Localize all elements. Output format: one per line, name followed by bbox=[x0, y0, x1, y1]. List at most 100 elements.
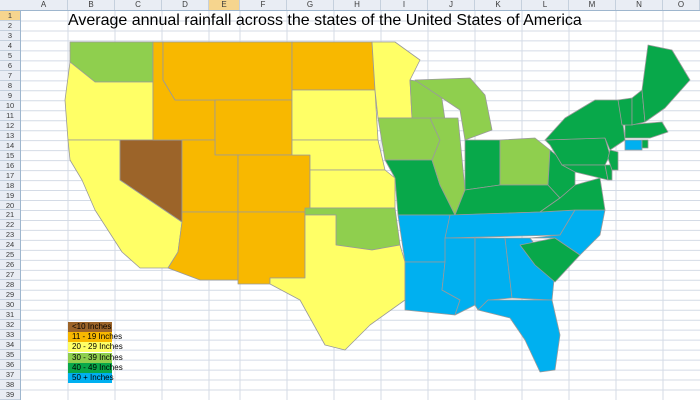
state-massachusetts[interactable] bbox=[624, 121, 669, 139]
row-header-16[interactable]: 16 bbox=[0, 161, 20, 171]
legend-item: 20 - 29 Inches bbox=[68, 342, 123, 353]
state-connecticut[interactable] bbox=[624, 139, 643, 151]
state-arkansas[interactable] bbox=[397, 214, 451, 263]
legend-item: 50 + Inches bbox=[68, 372, 114, 383]
state-michigan[interactable] bbox=[414, 77, 493, 141]
row-header-13[interactable]: 13 bbox=[0, 131, 20, 141]
state-iowa[interactable] bbox=[377, 117, 441, 161]
column-header-h[interactable]: H bbox=[334, 0, 381, 10]
state-georgia[interactable] bbox=[504, 237, 556, 301]
state-colorado[interactable] bbox=[237, 154, 311, 213]
row-header-10[interactable]: 10 bbox=[0, 101, 20, 111]
legend-label: 20 - 29 Inches bbox=[72, 342, 123, 352]
column-header-d[interactable]: D bbox=[162, 0, 209, 10]
row-header-18[interactable]: 18 bbox=[0, 181, 20, 191]
legend-item: 40 - 49 Inches bbox=[68, 362, 123, 373]
column-header-e[interactable]: E bbox=[209, 0, 240, 10]
row-header-5[interactable]: 5 bbox=[0, 51, 20, 61]
state-wyoming[interactable] bbox=[214, 99, 293, 156]
row-header-36[interactable]: 36 bbox=[0, 360, 20, 371]
row-header-31[interactable]: 31 bbox=[0, 310, 20, 321]
state-new-mexico[interactable] bbox=[237, 211, 306, 285]
row-header-35[interactable]: 35 bbox=[0, 350, 20, 361]
row-header-24[interactable]: 24 bbox=[0, 240, 20, 251]
state-illinois[interactable] bbox=[429, 117, 466, 216]
state-maine[interactable] bbox=[641, 44, 691, 123]
rainfall-legend: <10 Inches 11 - 19 Inches 20 - 29 Inches 30… bbox=[68, 322, 123, 383]
row-header-12[interactable]: 12 bbox=[0, 121, 20, 131]
row-header-15[interactable]: 15 bbox=[0, 151, 20, 161]
state-kansas[interactable] bbox=[309, 169, 396, 209]
legend-item: 11 - 19 Inches bbox=[68, 332, 122, 343]
row-header-3[interactable]: 3 bbox=[0, 31, 20, 41]
row-header-bar: 1 2 3 4 5 6 7 8 9 10 11 12 13 14 15 16 17 18 19 20 21 22 23 24 2… bbox=[0, 11, 21, 400]
row-header-29[interactable]: 29 bbox=[0, 290, 20, 301]
column-header-l[interactable]: L bbox=[522, 0, 569, 10]
states-layer bbox=[64, 41, 691, 373]
column-header-g[interactable]: G bbox=[287, 0, 334, 10]
state-ohio[interactable] bbox=[499, 137, 551, 186]
row-header-9[interactable]: 9 bbox=[0, 91, 20, 101]
row-header-38[interactable]: 38 bbox=[0, 380, 20, 391]
legend-item: 30 - 39 Inches bbox=[68, 352, 123, 363]
column-header-j[interactable]: J bbox=[428, 0, 475, 10]
row-header-19[interactable]: 19 bbox=[0, 191, 20, 201]
legend-label: <10 Inches bbox=[72, 322, 112, 331]
column-header-b[interactable]: B bbox=[68, 0, 115, 10]
column-header-i[interactable]: I bbox=[381, 0, 428, 10]
row-header-33[interactable]: 33 bbox=[0, 330, 20, 341]
legend-swatch bbox=[68, 342, 112, 353]
row-header-4[interactable]: 4 bbox=[0, 41, 20, 51]
legend-label: 30 - 39 Inches bbox=[72, 352, 123, 362]
row-header-20[interactable]: 20 bbox=[0, 201, 20, 211]
column-header-f[interactable]: F bbox=[240, 0, 287, 10]
column-header-k[interactable]: K bbox=[475, 0, 522, 10]
row-header-1[interactable]: 1 bbox=[0, 11, 20, 21]
row-header-25[interactable]: 25 bbox=[0, 250, 20, 261]
row-header-26[interactable]: 26 bbox=[0, 260, 20, 271]
state-rhode-island[interactable] bbox=[641, 139, 649, 149]
state-florida[interactable] bbox=[477, 299, 561, 373]
page-title: Average annual rainfall across the state… bbox=[68, 12, 582, 29]
row-header-11[interactable]: 11 bbox=[0, 111, 20, 121]
row-header-28[interactable]: 28 bbox=[0, 280, 20, 291]
row-header-30[interactable]: 30 bbox=[0, 300, 20, 311]
legend-label: 50 + Inches bbox=[72, 372, 114, 382]
row-header-27[interactable]: 27 bbox=[0, 270, 20, 281]
row-header-23[interactable]: 23 bbox=[0, 230, 20, 241]
state-tennessee[interactable] bbox=[444, 209, 576, 239]
row-header-22[interactable]: 22 bbox=[0, 220, 20, 231]
state-delaware[interactable] bbox=[604, 164, 613, 181]
legend-swatch bbox=[68, 362, 112, 373]
row-header-21[interactable]: 21 bbox=[0, 210, 20, 221]
row-header-17[interactable]: 17 bbox=[0, 171, 20, 181]
state-new-jersey[interactable] bbox=[607, 149, 619, 171]
row-header-8[interactable]: 8 bbox=[0, 81, 20, 91]
state-south-carolina[interactable] bbox=[519, 237, 581, 283]
row-header-14[interactable]: 14 bbox=[0, 141, 20, 151]
row-header-37[interactable]: 37 bbox=[0, 370, 20, 381]
row-header-2[interactable]: 2 bbox=[0, 21, 20, 31]
row-header-7[interactable]: 7 bbox=[0, 71, 20, 81]
state-indiana[interactable] bbox=[464, 139, 501, 191]
legend-item: <10 Inches bbox=[68, 322, 112, 332]
column-header-a[interactable]: A bbox=[20, 0, 68, 10]
row-header-6[interactable]: 6 bbox=[0, 61, 20, 71]
state-south-dakota[interactable] bbox=[291, 89, 379, 141]
legend-swatch bbox=[68, 372, 112, 383]
state-maryland[interactable] bbox=[561, 164, 609, 181]
column-header-m[interactable]: M bbox=[569, 0, 616, 10]
column-header-c[interactable]: C bbox=[115, 0, 162, 10]
row-header-39[interactable]: 39 bbox=[0, 390, 20, 400]
state-texas[interactable] bbox=[269, 214, 406, 351]
state-montana[interactable] bbox=[162, 41, 293, 101]
legend-label: 11 - 19 Inches bbox=[72, 332, 123, 342]
row-header-32[interactable]: 32 bbox=[0, 320, 20, 331]
row-header-34[interactable]: 34 bbox=[0, 340, 20, 351]
state-north-dakota[interactable] bbox=[291, 41, 376, 91]
legend-swatch bbox=[68, 332, 112, 343]
column-header-n[interactable]: N bbox=[616, 0, 663, 10]
state-north-carolina[interactable] bbox=[529, 209, 606, 256]
legend-swatch bbox=[68, 322, 112, 332]
